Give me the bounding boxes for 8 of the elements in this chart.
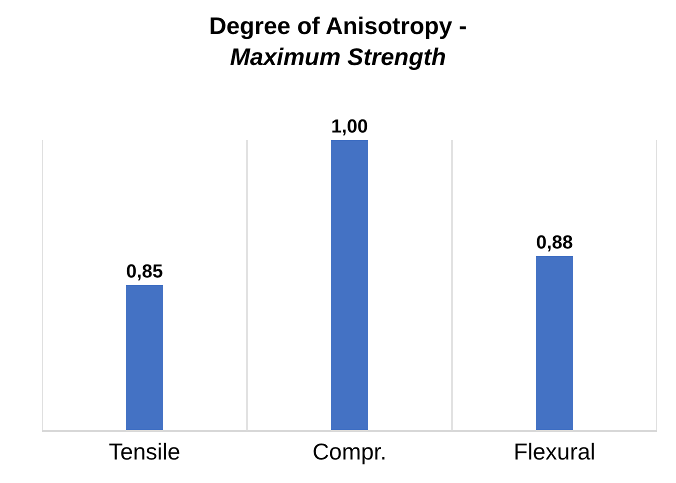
chart-subtitle: Maximum Strength	[230, 44, 446, 72]
data-label: 0,88	[536, 232, 573, 254]
chart-title: Degree of Anisotropy -	[209, 12, 467, 40]
data-label: 1,00	[331, 116, 368, 138]
x-tick-label: Compr.	[312, 438, 387, 464]
x-tick-label: Flexural	[514, 438, 596, 464]
x-tick-label: Tensile	[108, 438, 180, 464]
data-label: 0,85	[126, 262, 163, 283]
